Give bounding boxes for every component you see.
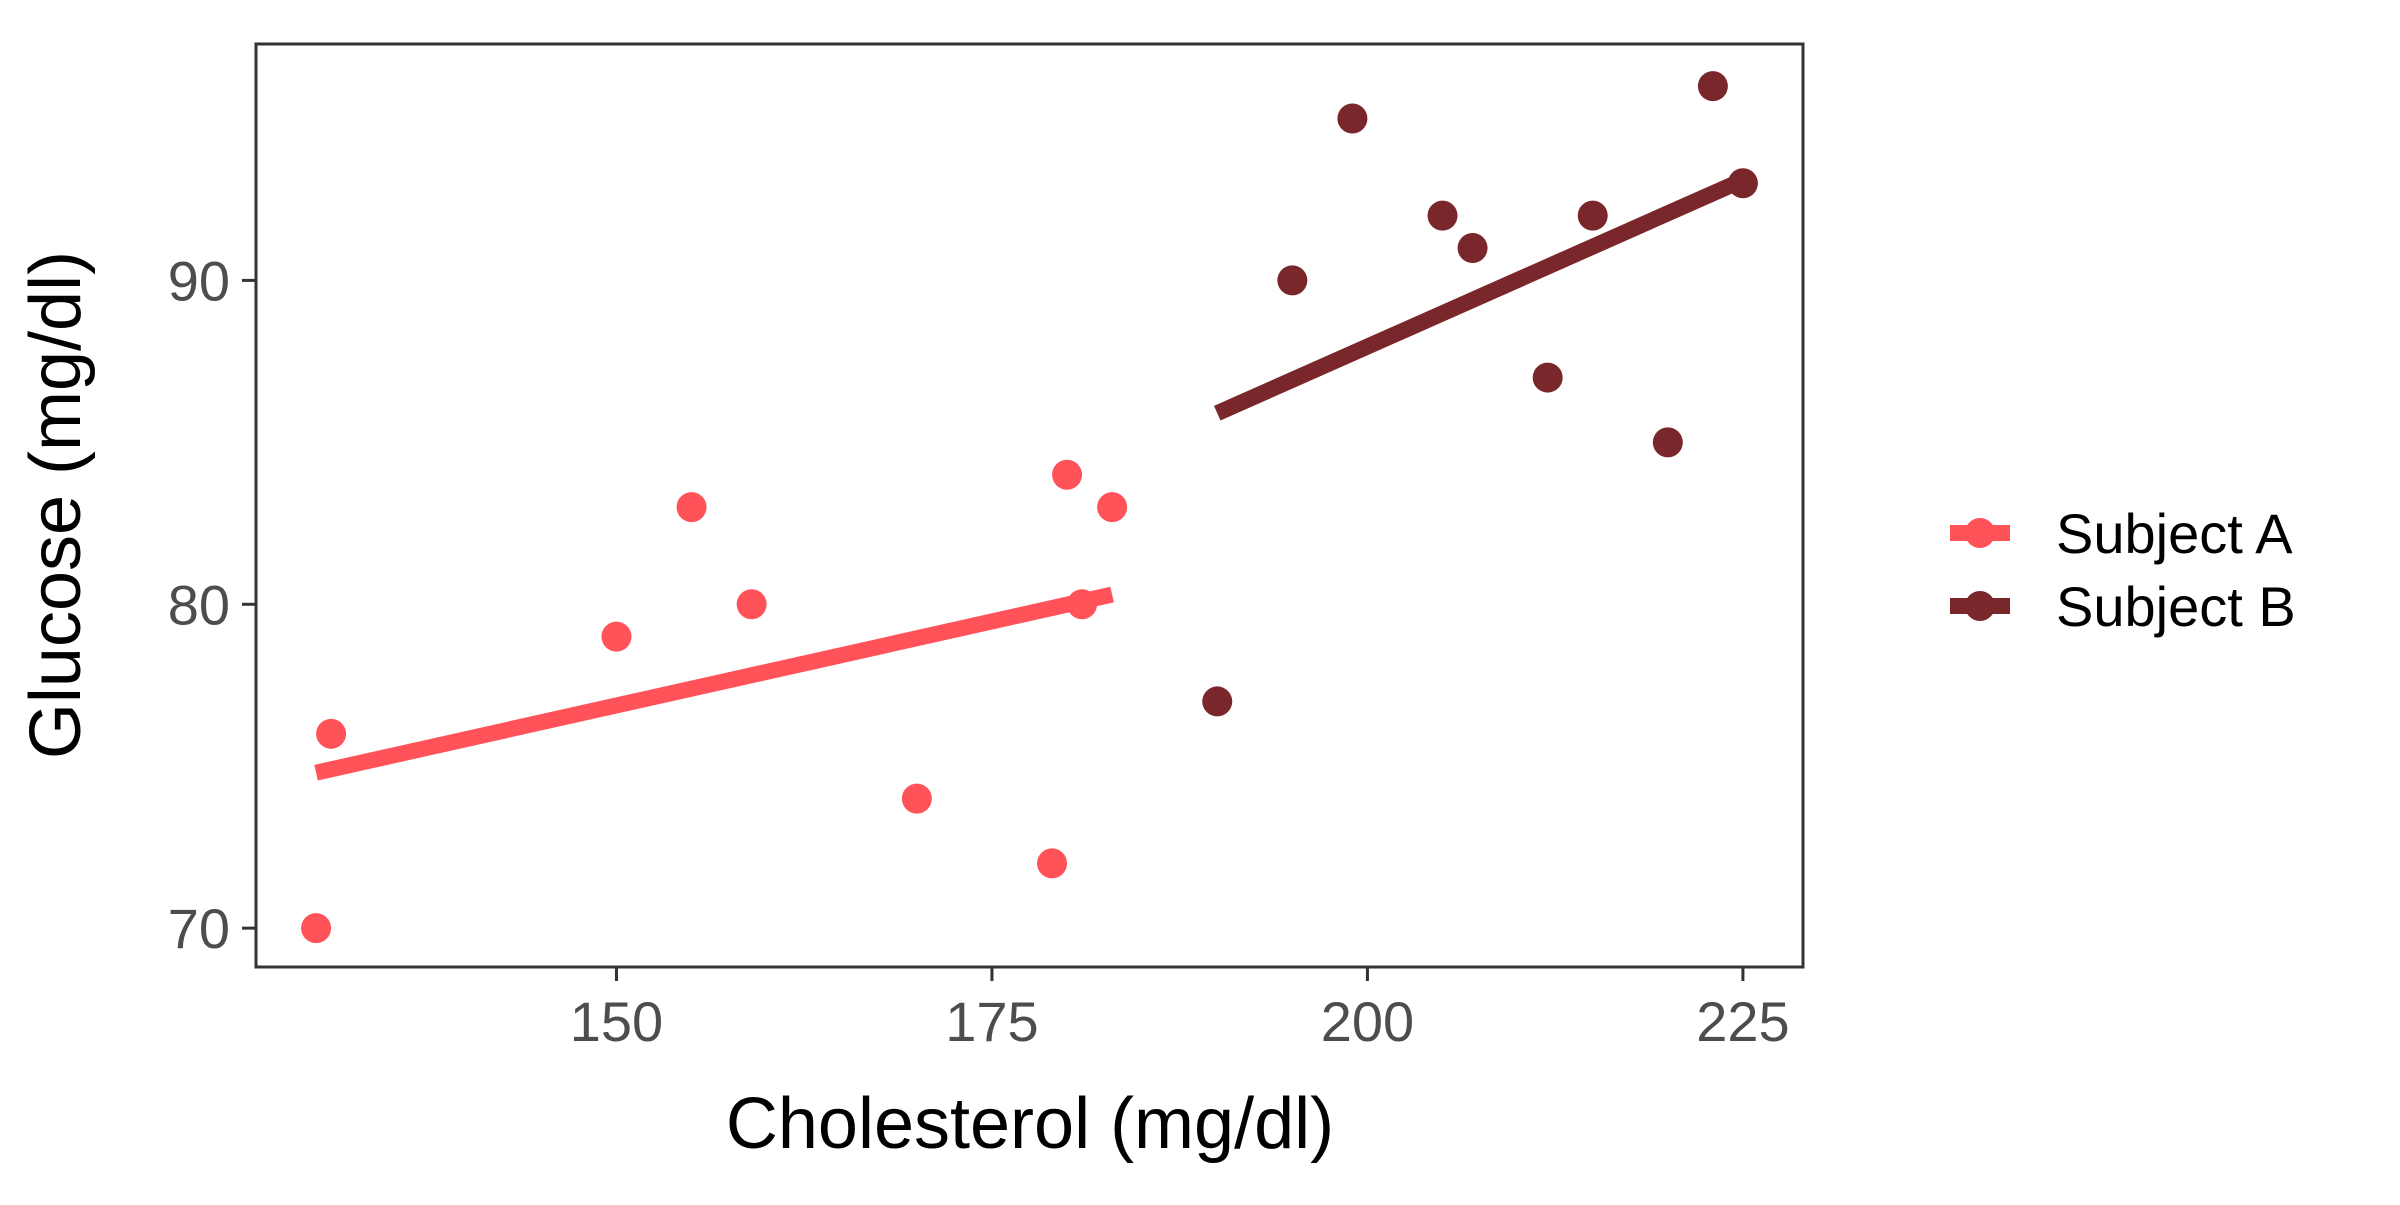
data-point [1652,427,1683,458]
y-axis: 70 80 90 [168,249,256,960]
x-tick-label: 150 [570,990,663,1053]
data-point [676,492,707,523]
data-point [1037,848,1068,879]
data-point [1097,492,1128,523]
data-point [1277,265,1308,296]
data-point [1427,200,1458,231]
x-tick-label: 175 [945,990,1038,1053]
legend-key-point [1965,518,1995,548]
data-point [1457,233,1488,264]
data-point [301,913,332,944]
x-tick-label: 200 [1321,990,1414,1053]
legend-label: Subject A [2056,502,2293,565]
legend-key-point [1965,591,1995,621]
x-axis: 150 175 200 225 [570,967,1790,1053]
x-axis-title: Cholesterol (mg/dl) [726,1084,1334,1164]
y-tick-label: 70 [168,897,230,960]
legend-label: Subject B [2056,575,2296,638]
data-point [1577,200,1608,231]
data-point [1532,362,1563,393]
y-tick-label: 80 [168,573,230,636]
x-tick-label: 225 [1696,990,1789,1053]
data-points [301,71,1758,944]
data-point [901,783,932,814]
fit-line [1213,172,1747,421]
legend: Subject A Subject B [1950,502,2296,638]
data-point [1337,103,1368,134]
data-point [736,589,767,620]
data-point [316,718,347,749]
data-point [1067,589,1098,620]
y-axis-title: Glucose (mg/dl) [16,251,96,759]
data-point [1697,71,1728,102]
data-point [1052,459,1083,490]
y-tick-label: 90 [168,249,230,312]
plot-panel [254,42,1805,969]
data-point [1202,686,1233,717]
fit-lines [314,172,1747,781]
data-point [1727,168,1758,199]
fit-line [314,586,1114,781]
data-point [601,621,632,652]
